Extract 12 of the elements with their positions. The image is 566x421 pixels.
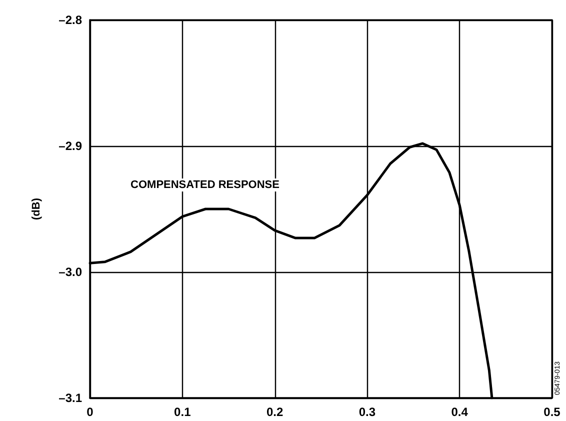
- y-tick-label: –2.9: [58, 139, 82, 153]
- x-tick-label: 0.4: [451, 405, 468, 419]
- x-tick-label: 0: [86, 405, 94, 419]
- y-tick-label: –2.8: [58, 13, 82, 27]
- y-tick-label: –3.1: [58, 391, 82, 405]
- y-axis-title: (dB): [30, 198, 42, 220]
- x-tick-label: 0.2: [266, 405, 284, 419]
- annotation: COMPENSATED RESPONSE: [130, 179, 280, 191]
- x-tick-label: 0.1: [174, 405, 192, 419]
- x-tick-label: 0.3: [358, 405, 376, 419]
- x-tick-label: 0.5: [544, 405, 561, 419]
- y-tick-label: –3.0: [58, 265, 82, 279]
